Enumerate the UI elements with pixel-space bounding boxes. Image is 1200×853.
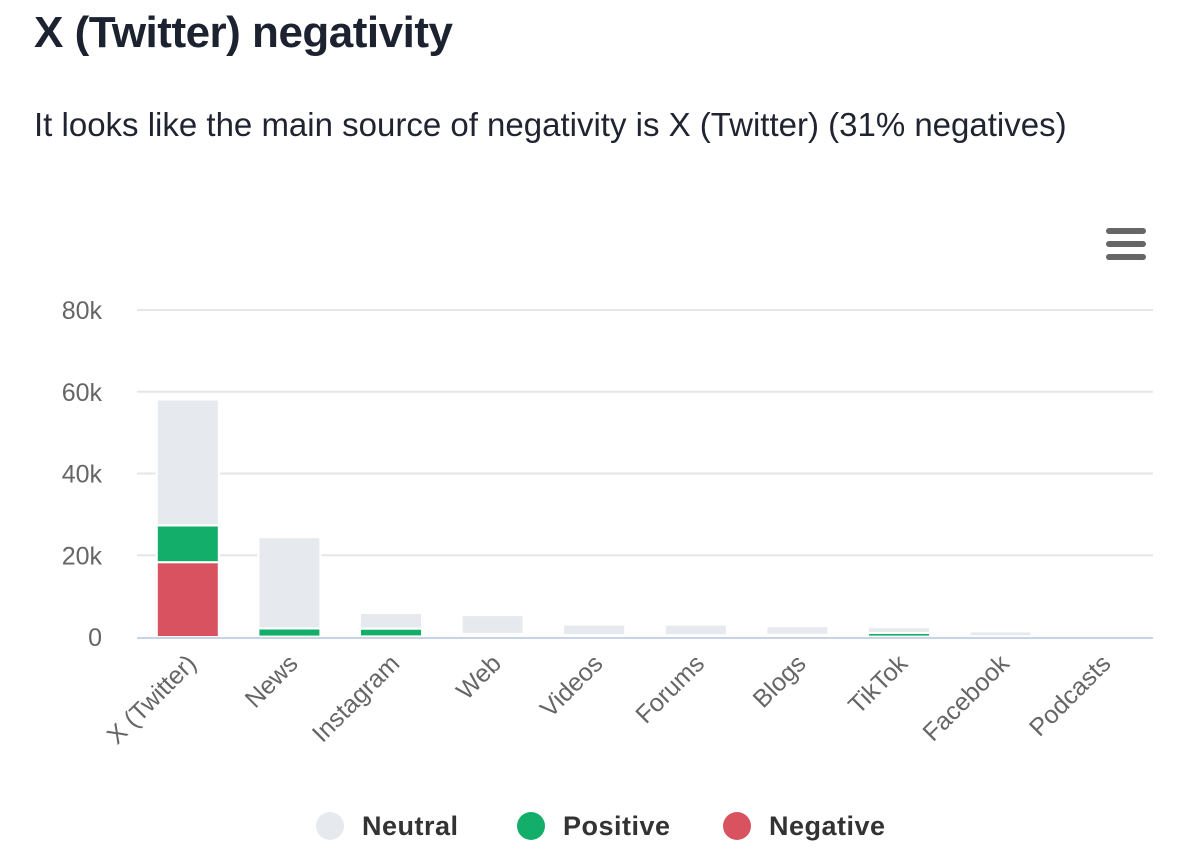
x-tick-label: Facebook	[917, 649, 1015, 747]
bar-positive-news[interactable]	[257, 627, 322, 638]
y-tick-label: 40k	[62, 461, 103, 489]
x-tick-label: Blogs	[748, 649, 812, 713]
x-tick-label: Videos	[535, 649, 609, 723]
x-tick-label: News	[240, 649, 304, 713]
legend-label-neutral: Neutral	[362, 810, 459, 841]
bar-neutral-podcasts[interactable]	[1070, 635, 1135, 638]
hamburger-menu-icon-bar	[1106, 241, 1146, 247]
x-tick-label: TikTok	[843, 649, 914, 720]
x-tick-label: Instagram	[307, 649, 405, 747]
bar-neutral-blogs[interactable]	[765, 625, 830, 636]
y-tick-label: 60k	[62, 379, 103, 407]
bar-neutral-x-twitter[interactable]	[155, 398, 220, 527]
legend-dot-neutral	[316, 812, 344, 840]
x-tick-label: X (Twitter)	[102, 649, 202, 749]
y-tick-label: 0	[88, 624, 102, 652]
bar-negative-x-twitter[interactable]	[155, 561, 220, 638]
x-tick-label: Podcasts	[1024, 649, 1117, 742]
legend-dot-negative	[723, 812, 751, 840]
hamburger-menu-icon-bar	[1106, 254, 1146, 260]
chart-title: X (Twitter) negativity	[34, 8, 453, 57]
legend-dot-positive	[517, 812, 545, 840]
bar-neutral-facebook[interactable]	[968, 630, 1033, 638]
bar-neutral-tiktok[interactable]	[867, 626, 931, 634]
x-tick-label: Web	[451, 649, 507, 705]
bar-neutral-videos[interactable]	[562, 623, 627, 637]
legend-label-positive: Positive	[563, 810, 671, 841]
bar-positive-instagram[interactable]	[359, 627, 423, 638]
legend-item-negative[interactable]: Negative	[723, 804, 886, 848]
bar-neutral-forums[interactable]	[663, 623, 728, 637]
bar-neutral-web[interactable]	[460, 614, 525, 635]
grid-lines	[137, 309, 1153, 557]
chart-legend: Neutral Positive Negative	[0, 804, 1200, 848]
chart-context-menu-button[interactable]	[1100, 222, 1152, 266]
bar-positive-x-twitter[interactable]	[155, 524, 220, 564]
bars	[155, 398, 1135, 639]
bar-neutral-instagram[interactable]	[359, 612, 423, 630]
hamburger-menu-icon	[1106, 228, 1146, 234]
axes: 0 20k 40k 60k 80k X (Twitter) News Instagram Web…	[62, 297, 1153, 750]
legend-label-negative: Negative	[769, 810, 886, 841]
legend-item-positive[interactable]: Positive	[517, 804, 671, 848]
x-tick-label: Forums	[630, 649, 710, 729]
y-tick-label: 80k	[62, 297, 103, 325]
bar-neutral-news[interactable]	[257, 536, 322, 630]
y-tick-label: 20k	[62, 542, 103, 570]
stacked-bar-chart: 0 20k 40k 60k 80k X (Twitter) News Instagram Web…	[62, 297, 1153, 750]
legend-item-neutral[interactable]: Neutral	[316, 804, 459, 848]
chart-subtitle: It looks like the main source of negativ…	[34, 106, 1067, 143]
